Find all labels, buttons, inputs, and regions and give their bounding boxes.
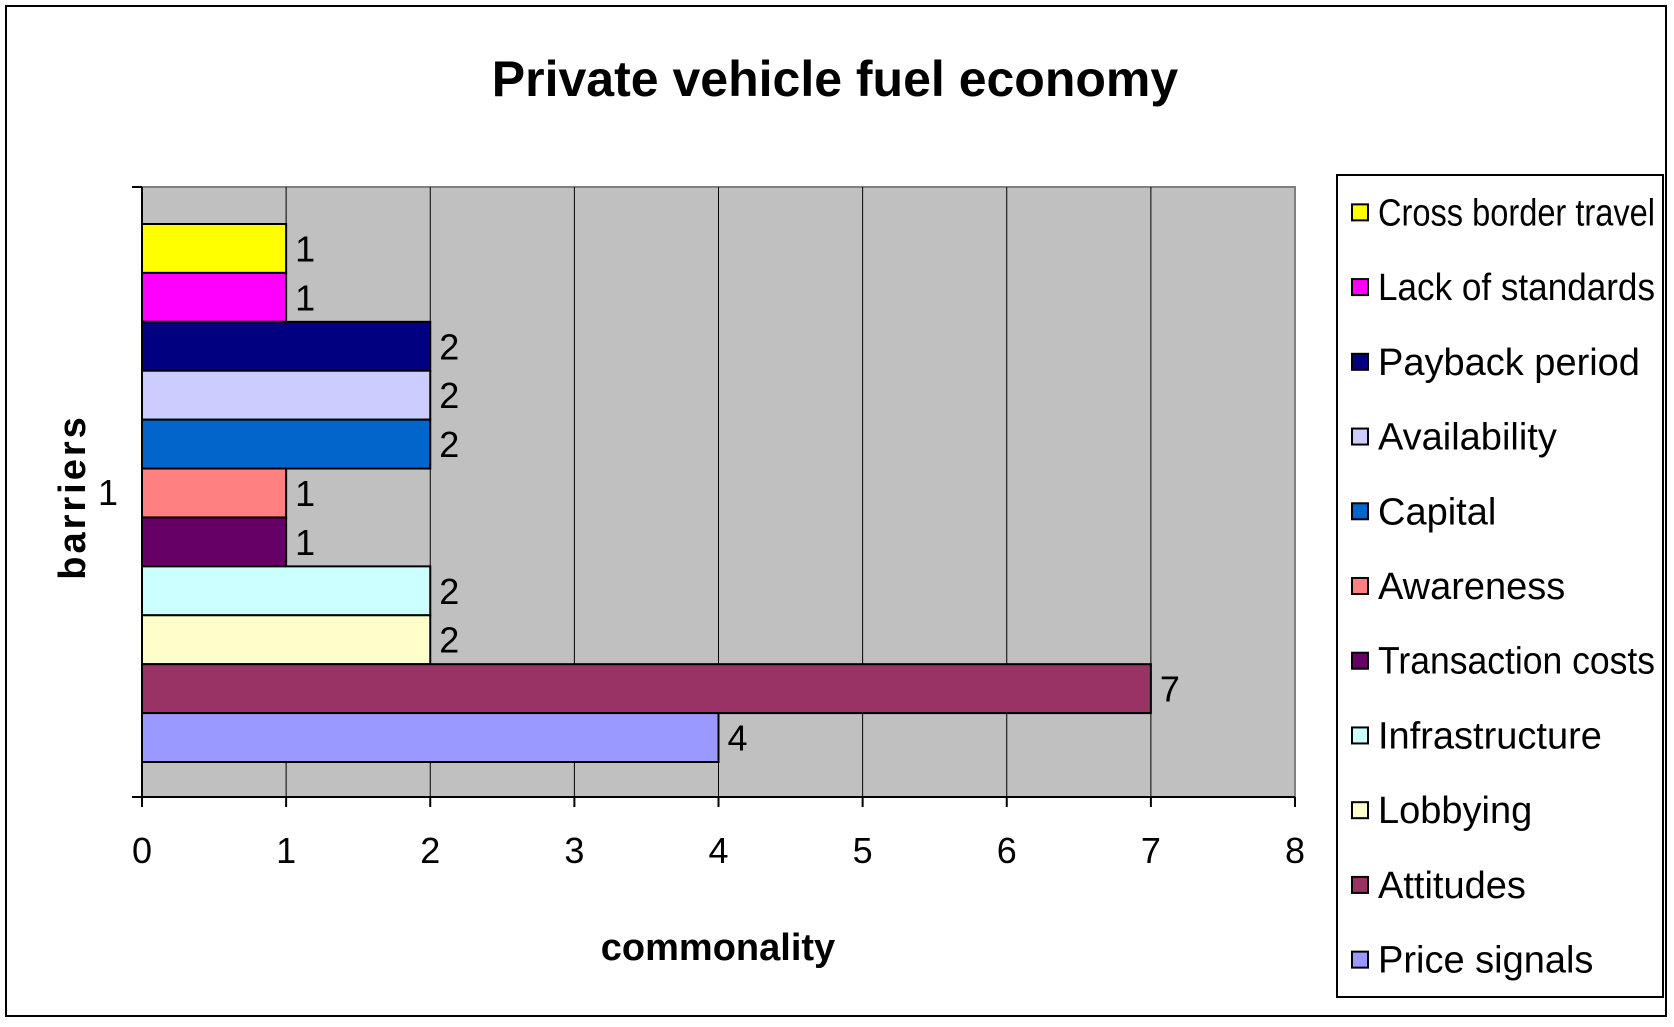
legend-swatch (1351, 726, 1369, 745)
bars-group: 1 1 2 2 2 1 1 2 2 7 4 (141, 223, 1180, 763)
bar (141, 223, 288, 274)
bar (141, 271, 288, 323)
chart-title: Private vehicle fuel economy (492, 51, 1179, 107)
legend-swatch (1351, 950, 1369, 969)
x-tick-label: 2 (420, 830, 440, 871)
y-axis-title: barriers (52, 414, 94, 580)
bar-data-label: 7 (1160, 669, 1180, 710)
legend-label: Cross border travel (1378, 192, 1655, 234)
legend-label: Price signals (1378, 940, 1593, 982)
bar-data-label: 1 (295, 473, 315, 514)
legend-swatch (1351, 502, 1369, 521)
bar-data-label: 1 (295, 277, 315, 318)
bar (141, 369, 432, 421)
bar-data-label: 1 (295, 228, 315, 269)
x-tick-label: 7 (1141, 830, 1161, 871)
x-tick-label: 3 (564, 830, 584, 871)
bar (141, 565, 432, 617)
legend-label: Infrastructure (1378, 715, 1602, 757)
legend: Cross border travel Lack of standards Payb… (1351, 192, 1655, 982)
legend-label: Transaction costs (1378, 641, 1655, 683)
bar (141, 614, 432, 666)
bar (141, 663, 1152, 715)
legend-swatch (1351, 203, 1369, 222)
legend-swatch (1351, 278, 1369, 297)
legend-swatch (1351, 352, 1369, 371)
x-tick-label: 4 (708, 830, 728, 871)
x-axis-title: commonality (601, 927, 835, 969)
bar-data-label: 2 (439, 571, 459, 612)
bar-data-label: 1 (295, 522, 315, 563)
legend-label: Availability (1378, 417, 1557, 459)
legend-box (1336, 174, 1664, 998)
legend-label: Payback period (1378, 342, 1640, 384)
bar-data-label: 4 (728, 718, 748, 759)
bar-data-label: 2 (439, 620, 459, 661)
bar (141, 516, 288, 568)
x-tick-label: 5 (853, 830, 873, 871)
bar (141, 320, 432, 372)
legend-swatch (1351, 651, 1369, 670)
legend-swatch (1351, 427, 1369, 446)
legend-label: Lack of standards (1378, 267, 1655, 309)
legend-swatch (1351, 577, 1369, 595)
axes-group: 0 1 2 3 4 5 6 7 8 (132, 186, 1305, 871)
x-tick-label: 0 (132, 830, 152, 871)
legend-label: Lobbying (1378, 790, 1532, 832)
bar (141, 418, 432, 470)
bar-data-label: 2 (439, 424, 459, 465)
x-tick-label: 8 (1285, 830, 1305, 871)
legend-label: Attitudes (1378, 865, 1526, 907)
legend-label: Capital (1378, 491, 1496, 533)
x-tick-label: 6 (997, 830, 1017, 871)
bar (141, 467, 288, 519)
legend-swatch (1351, 801, 1369, 820)
bar-data-label: 2 (439, 375, 459, 416)
bar (141, 712, 720, 763)
bar-data-label: 2 (439, 326, 459, 367)
x-tick-label: 1 (276, 830, 296, 871)
y-category-label: 1 (98, 472, 118, 513)
legend-swatch (1351, 875, 1369, 894)
legend-label: Awareness (1378, 566, 1565, 608)
